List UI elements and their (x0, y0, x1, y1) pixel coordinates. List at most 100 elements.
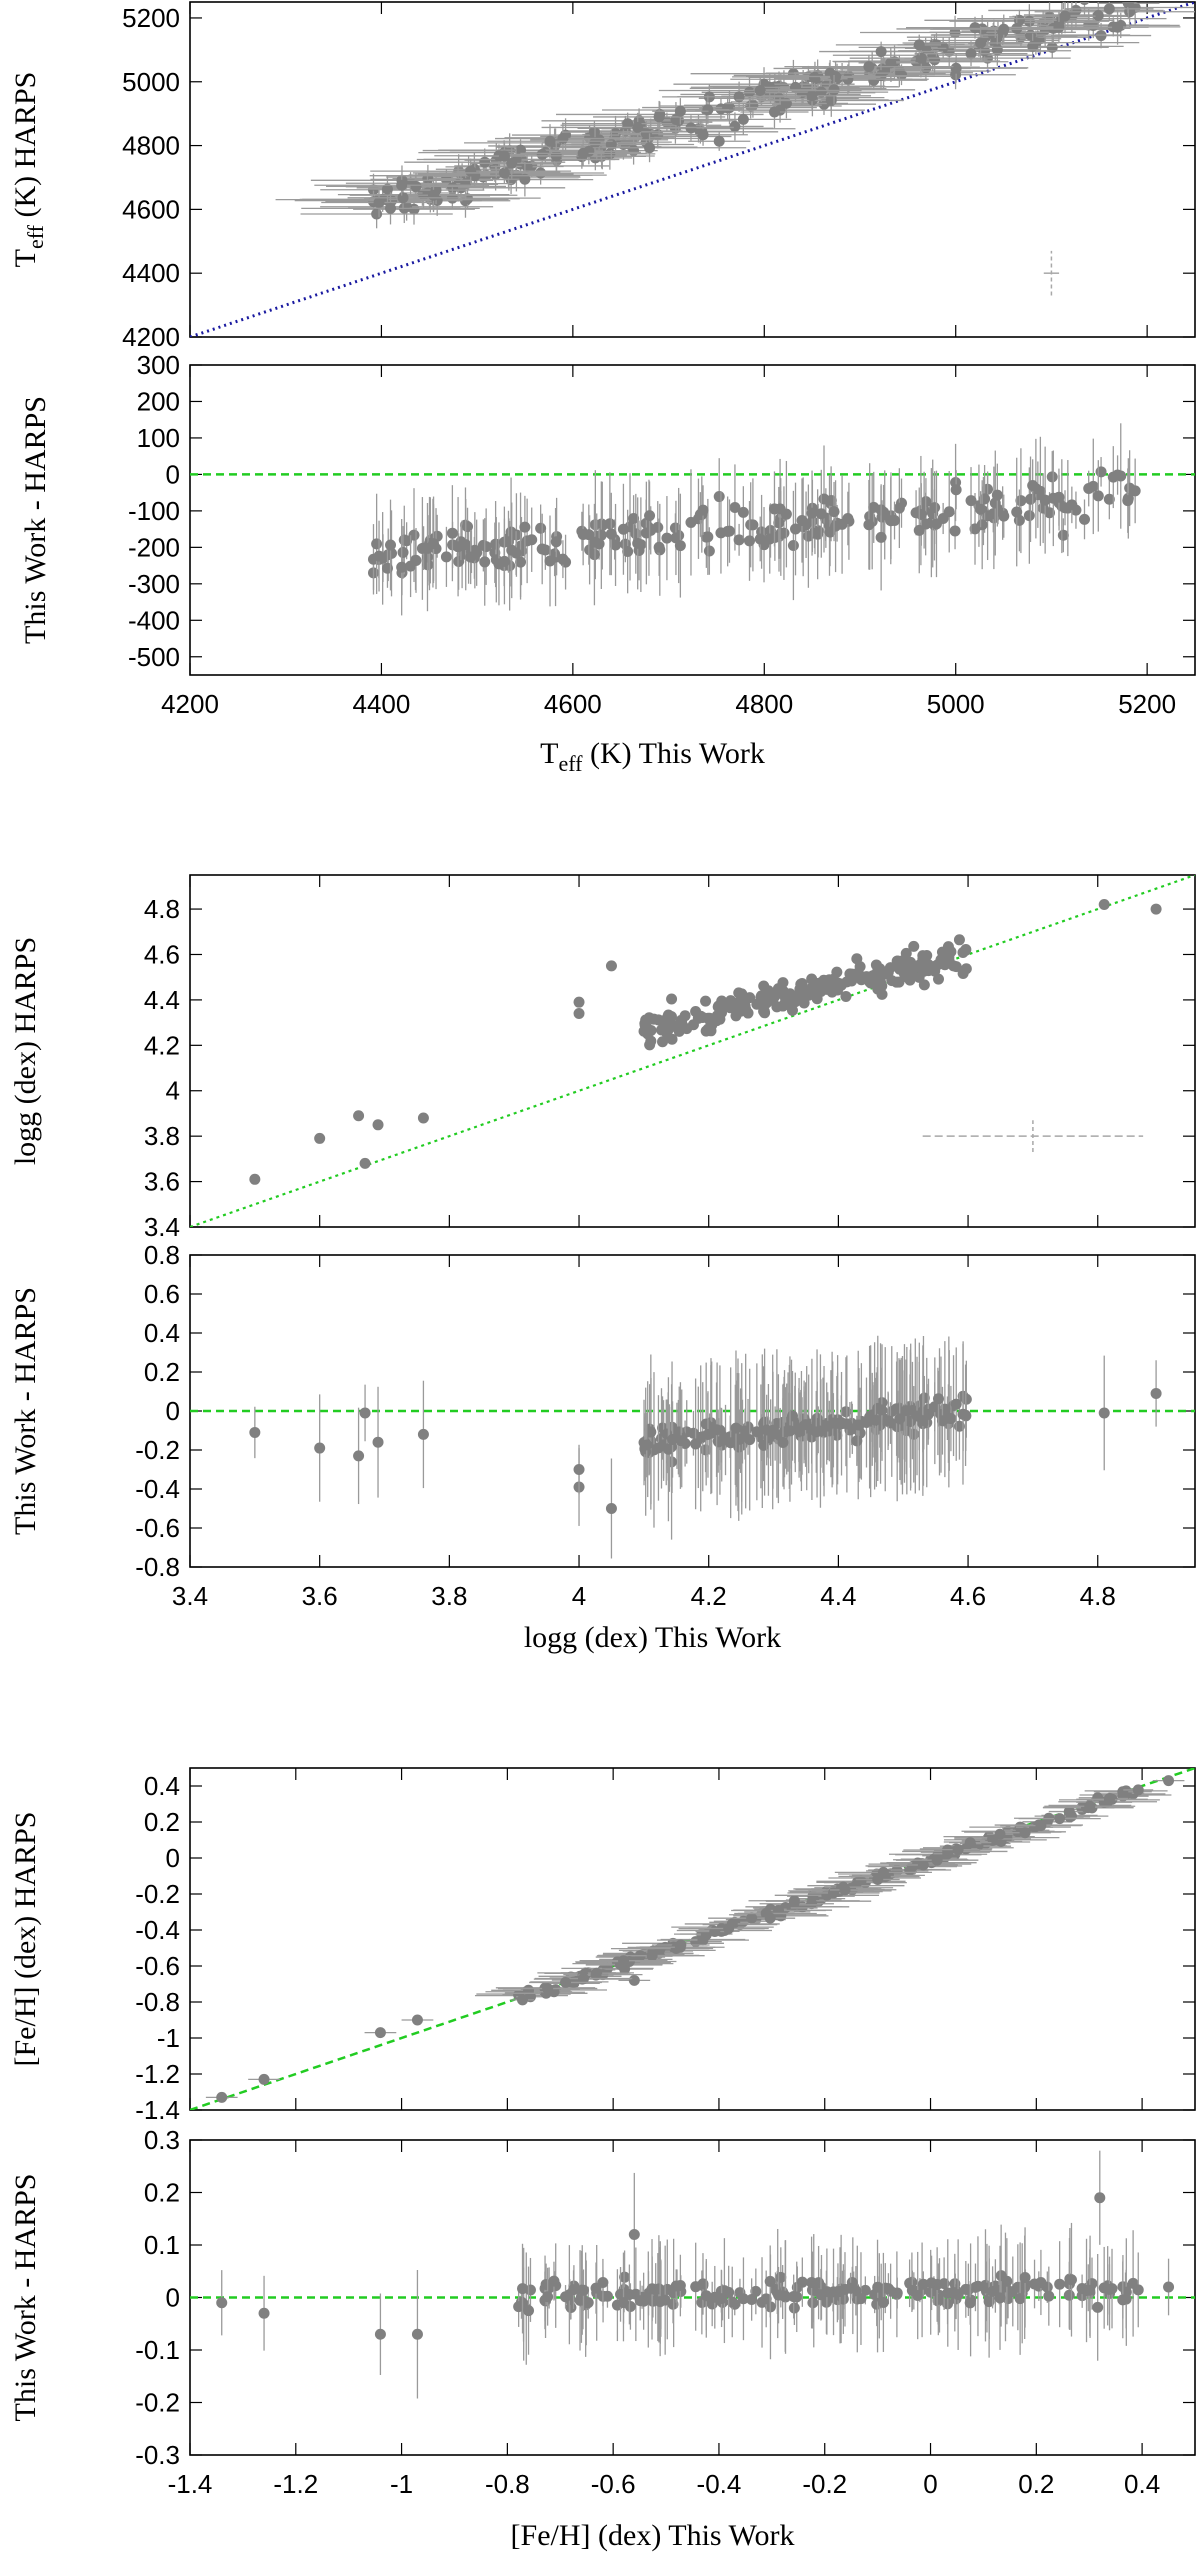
y-tick-label: 0.8 (144, 1240, 180, 1270)
x-tick-label: 4400 (353, 689, 411, 719)
data-point (557, 133, 569, 145)
data-point (917, 1415, 929, 1427)
data-point (830, 71, 842, 83)
data-point (828, 84, 840, 96)
data-point (931, 2279, 943, 2291)
data-point (1084, 1800, 1096, 1812)
data-point (711, 1424, 723, 1436)
data-point (1103, 2283, 1115, 2295)
data-point (589, 137, 601, 149)
data-point (506, 157, 518, 169)
data-point (645, 1035, 657, 1047)
data-point (1063, 2289, 1075, 2301)
data-point (814, 1425, 826, 1437)
data-point (917, 2278, 929, 2290)
data-point (918, 979, 930, 991)
plot-frame (189, 1767, 1196, 2111)
teff-residual-panel: 4200 4400 4600 4800 5000 5200 -500 -400 -300 -200… (19, 350, 1196, 776)
y-tick-label: 4.4 (144, 985, 180, 1015)
data-point (249, 1173, 261, 1185)
y-tick-label: 0.3 (144, 2125, 180, 2155)
x-tick-label: 0.4 (1124, 2469, 1160, 2499)
data-point (1011, 506, 1023, 518)
data-point (900, 1405, 912, 1417)
data-point (560, 1976, 572, 1988)
data-point (1163, 2281, 1175, 2293)
data-point (667, 1433, 679, 1445)
data-point (666, 993, 678, 1005)
data-point (900, 971, 912, 983)
data-point (784, 1425, 796, 1437)
data-point (828, 2286, 840, 2298)
y-tick-label: 4.8 (144, 894, 180, 924)
data-point (1011, 23, 1023, 35)
data-point (498, 555, 510, 567)
data-point (1023, 15, 1035, 27)
y-tick-label: -200 (128, 532, 180, 562)
data-point (700, 1025, 712, 1037)
y-tick-label: 4600 (122, 194, 180, 224)
data-point (385, 539, 397, 551)
data-point (790, 523, 802, 535)
data-point (523, 1984, 535, 1996)
data-point (932, 973, 944, 985)
data-point (882, 1415, 894, 1427)
data-point (815, 86, 827, 98)
data-point (632, 121, 644, 133)
data-point (937, 512, 949, 524)
data-point (1132, 1784, 1144, 1796)
data-point (851, 1435, 863, 1447)
data-point (832, 1417, 844, 1429)
data-point (761, 997, 773, 1009)
data-point (662, 1443, 674, 1455)
plot-area (190, 423, 1195, 616)
data-point (1150, 1387, 1162, 1399)
y-tick-label: -0.8 (135, 1987, 180, 2017)
data-point (700, 1418, 712, 1430)
data-point (653, 541, 665, 553)
y-tick-label: 4800 (122, 131, 180, 161)
data-point (726, 2296, 738, 2308)
data-point (568, 2284, 580, 2296)
data-point (1098, 1407, 1110, 1419)
data-point (674, 1941, 686, 1953)
data-point (964, 1837, 976, 1849)
data-point (713, 1000, 725, 1012)
data-point (462, 521, 474, 533)
data-point (385, 202, 397, 214)
data-point (640, 527, 652, 539)
data-point (722, 525, 734, 537)
data-point (1053, 21, 1065, 33)
plot-frame (189, 1, 1196, 338)
data-point (1078, 513, 1090, 525)
y-tick-label: 5200 (122, 3, 180, 33)
data-point (998, 23, 1010, 35)
data-point (590, 2282, 602, 2294)
data-point (462, 193, 474, 205)
data-point (957, 946, 969, 958)
data-point (702, 531, 714, 543)
data-point (667, 1019, 679, 1031)
data-point (913, 524, 925, 536)
data-point (397, 546, 409, 558)
data-point (216, 2091, 228, 2103)
data-point (1112, 21, 1124, 33)
data-point (411, 2328, 423, 2340)
data-point (314, 1442, 326, 1454)
data-point (746, 2294, 758, 2306)
x-tick-label: 4.2 (691, 1581, 727, 1611)
data-point (1095, 466, 1107, 478)
y-axis-label: logg (dex) HARPS (9, 937, 42, 1165)
y-tick-label: 4400 (122, 258, 180, 288)
data-point (632, 537, 644, 549)
data-point (381, 562, 393, 574)
data-point (557, 553, 569, 565)
data-point (1092, 9, 1104, 21)
x-tick-label: 4200 (161, 689, 219, 719)
data-point (972, 2280, 984, 2292)
data-point (428, 189, 440, 201)
x-tick-label: -0.8 (485, 2469, 530, 2499)
x-tick-label: 4 (572, 1581, 586, 1611)
data-point (641, 1021, 653, 1033)
data-point (646, 2283, 658, 2295)
